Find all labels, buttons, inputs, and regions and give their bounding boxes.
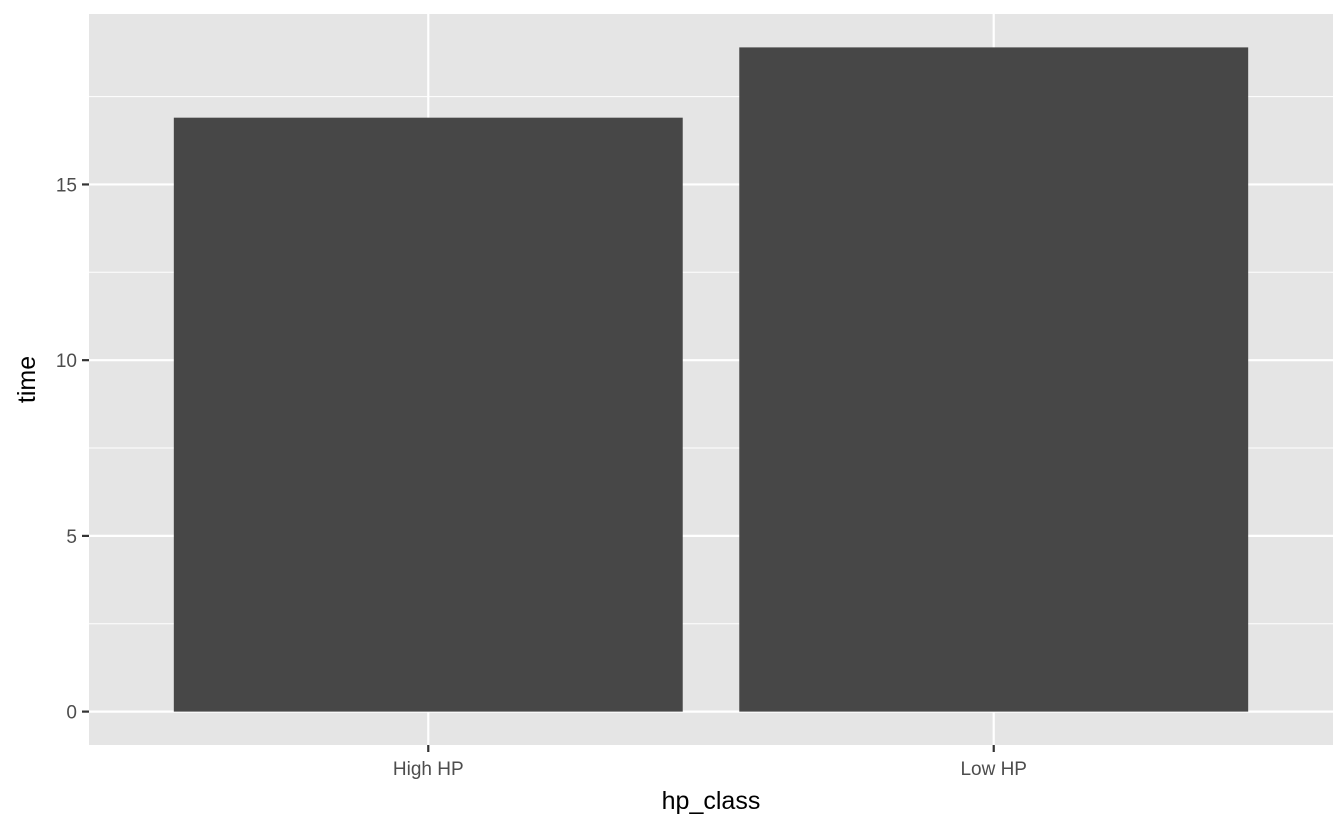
y-tick-label: 5 <box>66 527 77 548</box>
x-tick-label: Low HP <box>960 759 1027 780</box>
y-axis-title: time <box>13 356 41 403</box>
y-tick-label: 10 <box>56 351 77 372</box>
y-tick-label: 0 <box>66 703 77 724</box>
bars <box>173 47 1249 712</box>
bar-low-hp <box>739 47 1249 712</box>
x-axis: High HP Low HP <box>393 745 1027 780</box>
x-axis-title: hp_class <box>662 787 761 815</box>
y-axis: 0 5 10 15 <box>56 175 89 724</box>
bar-high-hp <box>173 117 683 712</box>
y-tick-label: 15 <box>56 175 77 196</box>
x-tick-label: High HP <box>393 759 464 780</box>
